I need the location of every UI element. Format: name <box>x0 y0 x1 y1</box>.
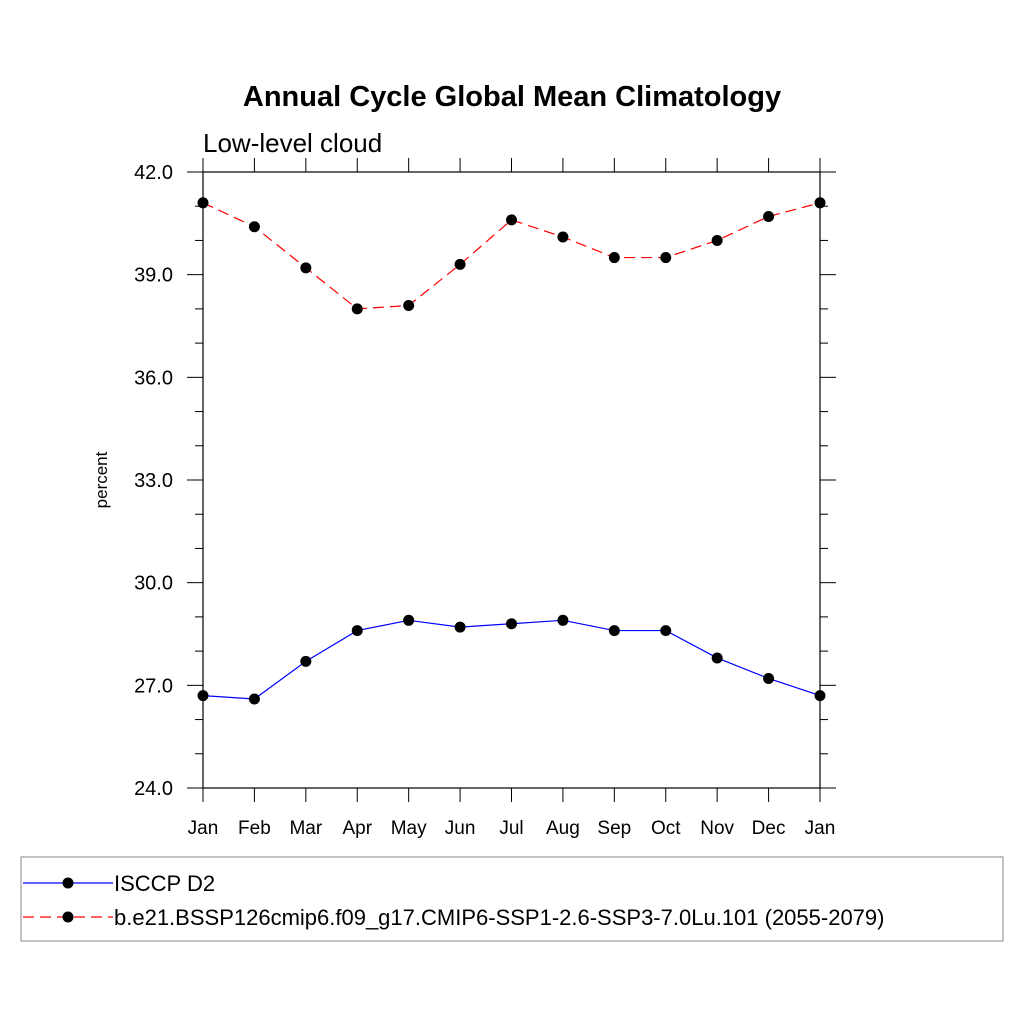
y-axis-label: percent <box>92 451 111 508</box>
data-point-series-1 <box>351 625 363 637</box>
x-tick-label: Feb <box>238 818 271 839</box>
y-tick-label: 24.0 <box>134 778 173 800</box>
data-point-series-1 <box>403 614 415 626</box>
x-tick-label: Jan <box>805 818 836 839</box>
x-tick-label: Mar <box>289 818 322 839</box>
plot-frame <box>202 171 821 789</box>
data-point-series-2 <box>351 303 363 315</box>
data-point-series-1 <box>506 618 517 630</box>
data-point-series-2 <box>711 234 723 246</box>
legend-marker-2 <box>62 911 74 923</box>
x-tick-label: Apr <box>342 818 372 839</box>
x-tick-label: Oct <box>651 818 681 839</box>
x-tick-label: Jan <box>188 818 219 839</box>
legend-layer: ISCCP D2 b.e21.BSSP126cmip6.f09_g17.CMIP6… <box>23 871 884 930</box>
data-point-series-2 <box>403 299 415 311</box>
data-point-series-2 <box>814 197 826 209</box>
x-tick-label: Jul <box>499 818 523 839</box>
y-tick-label: 42.0 <box>134 162 173 184</box>
x-tick-label: Nov <box>700 818 734 839</box>
series-line-1 <box>202 619 821 700</box>
data-point-series-2 <box>248 221 260 233</box>
x-tick-label: Jun <box>445 818 476 839</box>
chart-subtitle: Low-level cloud <box>203 128 382 158</box>
data-point-series-2 <box>557 231 569 243</box>
legend-box <box>20 856 1004 942</box>
data-point-series-1 <box>814 690 826 702</box>
legend-label-2: b.e21.BSSP126cmip6.f09_g17.CMIP6-SSP1-2.… <box>114 905 884 930</box>
legend-marker-1 <box>62 877 74 889</box>
x-tick-label: Aug <box>546 818 580 839</box>
axes-layer: 24.0 27.0 30.0 33.0 36.0 39.0 42.0 Jan Feb Mar Apr… <box>134 158 836 839</box>
data-point-series-2 <box>454 258 466 270</box>
y-tick-label: 33.0 <box>134 470 173 492</box>
x-tick-label: Sep <box>597 818 631 839</box>
y-tick-label: 36.0 <box>134 367 173 389</box>
data-point-series-2 <box>300 262 312 274</box>
legend-label-1: ISCCP D2 <box>114 871 215 896</box>
y-tick-label: 27.0 <box>134 675 173 697</box>
data-point-series-1 <box>763 672 775 684</box>
chart-title: Annual Cycle Global Mean Climatology <box>243 81 781 113</box>
data-point-series-2 <box>506 214 517 226</box>
data-point-series-2 <box>660 252 672 264</box>
data-point-series-1 <box>197 690 209 702</box>
x-tick-label: Dec <box>752 818 786 839</box>
x-tick-label: May <box>391 818 427 839</box>
data-point-series-1 <box>711 652 723 664</box>
data-point-series-2 <box>608 252 620 264</box>
series-layer <box>197 197 826 705</box>
data-point-series-1 <box>248 693 260 705</box>
data-point-series-1 <box>608 625 620 637</box>
data-point-series-1 <box>557 614 569 626</box>
data-point-series-2 <box>197 197 209 209</box>
y-tick-label: 39.0 <box>134 265 173 287</box>
y-tick-label: 30.0 <box>134 573 173 595</box>
data-point-series-2 <box>763 210 775 222</box>
data-point-series-1 <box>454 621 466 633</box>
data-point-series-1 <box>300 655 312 667</box>
data-point-series-1 <box>660 625 672 637</box>
